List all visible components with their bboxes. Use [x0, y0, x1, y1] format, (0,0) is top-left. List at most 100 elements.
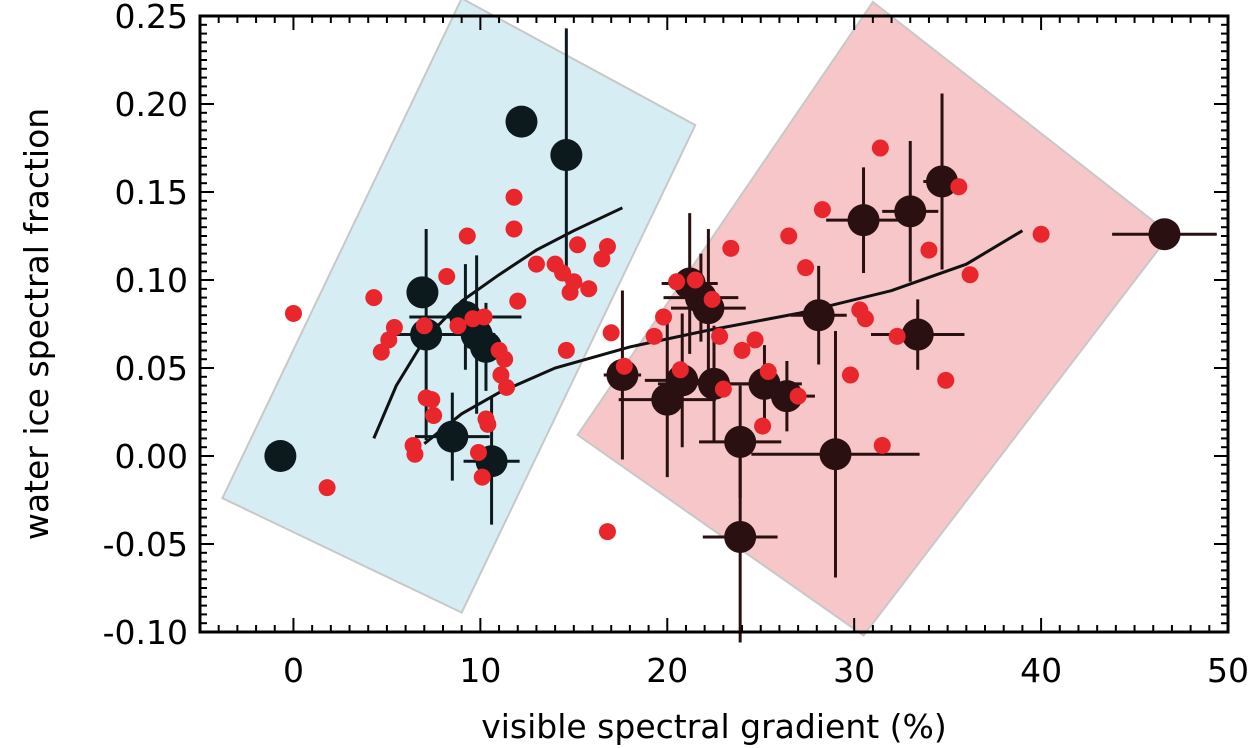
x-tick-label: 20	[646, 651, 688, 690]
marker	[894, 195, 927, 228]
small-point-34	[569, 236, 587, 254]
small-point-55	[789, 387, 807, 405]
small-point-45	[686, 271, 704, 289]
small-point-49	[722, 239, 740, 257]
y-tick-label: 0.10	[115, 261, 188, 300]
small-point-26	[505, 220, 523, 238]
large-b-point-13	[826, 167, 901, 273]
marker	[802, 299, 835, 332]
small-point-63	[888, 327, 906, 345]
marker	[406, 276, 439, 309]
large-b-point-12	[751, 331, 920, 578]
small-point-16	[469, 443, 487, 461]
small-point-57	[813, 201, 831, 219]
large-a-point-0	[264, 440, 297, 472]
x-tick-label: 0	[283, 651, 304, 690]
marker	[550, 139, 583, 172]
small-point-0	[284, 304, 302, 322]
marker	[264, 440, 297, 472]
small-point-47	[711, 327, 729, 345]
small-point-35	[580, 280, 598, 298]
small-point-8	[415, 317, 433, 335]
small-point-14	[458, 227, 476, 245]
small-point-65	[937, 371, 955, 389]
large-b-point-17	[1112, 218, 1217, 251]
large-a-point-8	[505, 105, 538, 138]
small-point-18	[475, 308, 493, 326]
data-points-layer	[264, 28, 1217, 643]
large-b-point-10	[758, 360, 815, 432]
small-point-37	[598, 238, 616, 256]
x-axis-title: visible spectral gradient (%)	[481, 707, 947, 746]
small-point-10	[423, 391, 441, 409]
large-b-point-11	[790, 265, 847, 365]
marker	[926, 165, 959, 198]
y-axis-title: water ice spectral fraction	[17, 108, 56, 540]
x-tick-label: 10	[459, 651, 501, 690]
small-point-23	[496, 350, 514, 368]
marker	[436, 420, 469, 453]
small-point-53	[759, 363, 777, 381]
small-point-3	[372, 343, 390, 361]
y-tick-label: -0.05	[103, 525, 188, 564]
small-point-40	[615, 357, 633, 375]
marker	[770, 380, 803, 413]
small-point-66	[950, 178, 968, 196]
y-tick-label: 0.15	[115, 173, 188, 212]
marker	[1148, 218, 1181, 251]
small-point-68	[1032, 225, 1050, 243]
small-point-11	[425, 407, 443, 425]
y-tick-label: 0.00	[115, 437, 188, 476]
small-point-2	[365, 289, 383, 307]
small-point-54	[780, 227, 798, 245]
small-point-48	[714, 380, 732, 398]
x-tick-label: 30	[833, 651, 875, 690]
small-point-42	[655, 308, 673, 326]
small-point-20	[479, 415, 497, 433]
marker	[505, 105, 538, 138]
marker	[901, 318, 934, 351]
small-point-52	[754, 417, 772, 435]
marker	[819, 438, 852, 471]
small-point-39	[598, 523, 616, 541]
small-point-46	[703, 290, 721, 308]
small-point-60	[856, 310, 874, 328]
x-tick-label: 40	[1020, 651, 1062, 690]
marker	[847, 204, 880, 237]
small-point-62	[873, 436, 891, 454]
y-tick-label: 0.20	[115, 85, 188, 124]
axis-ticks-layer: 0 10 20 30 40 50 -0.10 -0.05 0.00 0.05 0.10 0.15 0.2…	[103, 0, 1249, 690]
small-point-61	[871, 139, 889, 157]
small-point-44	[671, 361, 689, 379]
large-b-point-14	[882, 140, 939, 282]
small-point-51	[746, 331, 764, 349]
small-point-5	[385, 319, 403, 337]
small-point-64	[920, 241, 938, 259]
large-b-point-0	[603, 290, 642, 460]
small-point-12	[438, 267, 456, 285]
small-point-38	[602, 324, 620, 342]
large-a-point-3	[414, 392, 490, 481]
small-point-13	[449, 317, 467, 335]
large-b-point-15	[871, 299, 965, 370]
small-point-43	[668, 273, 686, 291]
small-point-67	[961, 266, 979, 284]
small-point-56	[797, 259, 815, 277]
small-point-58	[841, 366, 859, 384]
small-point-25	[505, 188, 523, 206]
y-tick-label: 0.05	[115, 349, 188, 388]
small-point-50	[733, 341, 751, 359]
large-b-point-8	[702, 431, 778, 643]
y-tick-label: -0.10	[103, 613, 188, 652]
marker	[724, 520, 757, 553]
small-point-27	[509, 292, 527, 310]
x-tick-label: 50	[1207, 651, 1249, 690]
small-point-1	[318, 479, 336, 497]
large-a-point-1	[406, 276, 439, 309]
small-point-17	[473, 468, 491, 486]
small-point-41	[645, 327, 663, 345]
small-point-28	[527, 255, 545, 273]
small-point-24	[498, 378, 516, 396]
